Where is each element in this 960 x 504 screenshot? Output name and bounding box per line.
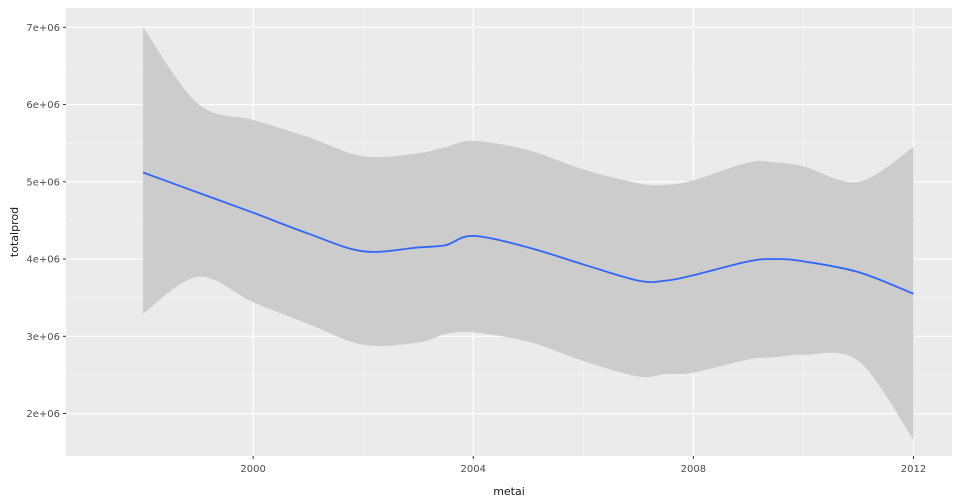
confidence-band-layer bbox=[143, 27, 914, 440]
x-tick-label: 2012 bbox=[901, 464, 926, 475]
y-axis: 2e+06 3e+06 4e+06 5e+06 6e+06 7e+06 bbox=[26, 23, 66, 420]
y-tick-label: 7e+06 bbox=[26, 23, 60, 34]
y-tick-label: 6e+06 bbox=[26, 100, 60, 111]
y-tick-label: 2e+06 bbox=[26, 409, 60, 420]
trend-line bbox=[142, 171, 914, 295]
x-tick-label: 2008 bbox=[681, 464, 706, 475]
y-tick-label: 3e+06 bbox=[26, 332, 60, 343]
x-axis: 2000 2004 2008 2012 bbox=[240, 456, 926, 475]
x-tick-label: 2004 bbox=[461, 464, 486, 475]
y-axis-title: totalprod bbox=[8, 207, 21, 257]
trend-line-layer bbox=[142, 171, 914, 295]
y-tick-label: 5e+06 bbox=[26, 177, 60, 188]
confidence-band bbox=[143, 27, 914, 440]
x-axis-title: metai bbox=[493, 485, 525, 498]
x-tick-label: 2000 bbox=[240, 464, 265, 475]
y-tick-label: 4e+06 bbox=[26, 255, 60, 266]
